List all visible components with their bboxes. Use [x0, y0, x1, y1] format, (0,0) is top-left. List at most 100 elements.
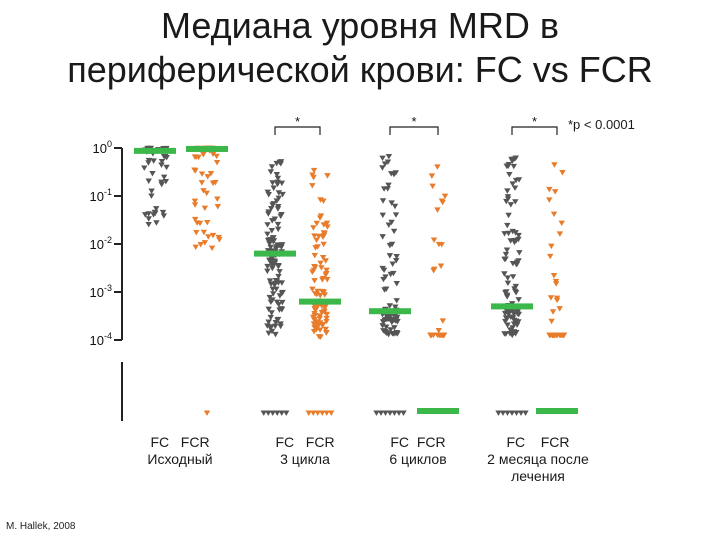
data-point-fc [275, 263, 282, 270]
data-point-fc [379, 165, 386, 171]
data-point-fc [274, 316, 282, 323]
data-point-fcr [316, 313, 323, 319]
data-point-fcr [430, 237, 438, 243]
data-point-fc [515, 319, 522, 325]
data-point-fc [267, 324, 275, 331]
data-point-fc [150, 158, 157, 164]
data-point-fc [267, 244, 274, 251]
y-tick-label: 10-4 [90, 331, 112, 348]
data-point-fcr [310, 329, 318, 335]
data-point-fcr [311, 252, 318, 259]
data-point-fcr [204, 174, 211, 180]
data-point-fcr [191, 198, 199, 205]
undetectable-point-fc [377, 410, 385, 416]
data-point-fc [145, 160, 152, 166]
group-label-2-months: FC FCR 2 месяца после лечения [468, 434, 608, 485]
undetectable-point-fc [395, 410, 403, 416]
data-point-fc [264, 231, 271, 238]
data-point-fc [384, 186, 391, 192]
data-point-fcr [319, 255, 327, 261]
data-point-fcr [548, 243, 555, 250]
data-point-fc [142, 212, 149, 218]
data-point-fc [274, 221, 282, 228]
group-label-baseline: FC FCR Исходный [110, 434, 250, 468]
data-point-fc [384, 159, 392, 165]
arm-labels: FC FCR [235, 434, 375, 451]
data-point-fcr [323, 311, 331, 318]
data-point-fcr [311, 233, 318, 239]
data-point-fcr [317, 293, 324, 299]
data-point-fcr [311, 264, 318, 270]
data-point-fcr [324, 224, 331, 230]
data-point-fc [149, 171, 156, 177]
data-point-fc [511, 185, 519, 191]
median-bar-fcr [536, 408, 578, 414]
undetectable-point-fcr [203, 410, 211, 416]
data-point-fcr [430, 332, 437, 339]
data-point-fc [265, 238, 273, 245]
data-point-fcr [559, 170, 566, 176]
data-point-fc [152, 206, 160, 212]
data-point-fc [271, 258, 279, 265]
group-label-6-cycles: FC FCR 6 циклов [348, 434, 488, 468]
data-point-fcr [552, 332, 560, 339]
data-point-fc [392, 212, 400, 218]
data-point-fcr [214, 196, 221, 202]
data-point-fcr [552, 281, 560, 287]
undetectable-point-fc [504, 410, 511, 416]
data-point-fc [390, 317, 398, 324]
data-point-fcr [208, 245, 216, 252]
data-point-fcr [209, 151, 217, 158]
data-point-fc [276, 293, 284, 299]
data-point-fc [273, 172, 281, 178]
footnote: M. Hallek, 2008 [6, 521, 76, 532]
data-point-fc [273, 198, 280, 204]
data-point-fc [515, 236, 522, 243]
data-point-fc [515, 232, 522, 239]
undetectable-point-fcr [305, 410, 312, 416]
data-point-fc [383, 324, 390, 330]
data-point-fc [270, 235, 277, 241]
data-point-fcr [201, 205, 209, 212]
data-point-fc [385, 222, 393, 228]
data-point-fcr [320, 308, 328, 315]
undetectable-point-fcr [319, 410, 326, 416]
data-point-fc [158, 162, 165, 168]
data-point-fc [271, 216, 279, 222]
data-point-fcr [320, 276, 327, 282]
data-point-fc [503, 294, 511, 300]
data-point-fcr [556, 231, 564, 237]
data-point-fcr [434, 164, 441, 170]
data-point-fc [276, 269, 283, 275]
data-point-fcr [310, 321, 318, 327]
undetectable-point-fc [495, 410, 502, 416]
undetectable-point-fc [517, 410, 525, 416]
data-point-fcr [198, 171, 206, 177]
data-point-fcr [317, 260, 324, 267]
data-point-fc [277, 323, 284, 330]
data-point-fc [266, 241, 273, 247]
data-point-fcr [552, 189, 559, 195]
data-point-fc [265, 330, 272, 337]
arm-labels: FC FCR [468, 434, 608, 451]
data-point-fc [504, 322, 511, 328]
data-point-fc [279, 299, 286, 306]
significance-bracket [389, 126, 439, 135]
data-point-fcr [434, 207, 441, 213]
arm-labels: FC FCR [348, 434, 488, 451]
data-point-fcr [198, 180, 206, 186]
undetectable-point-fc [274, 410, 281, 416]
data-point-fcr [438, 198, 446, 204]
data-point-fc [515, 297, 522, 303]
undetectable-point-fc [400, 410, 407, 416]
data-point-fc [274, 226, 282, 233]
arm-label-fc: FC [506, 434, 526, 450]
data-point-fcr [316, 215, 324, 221]
data-point-fcr [309, 286, 316, 293]
data-point-fc [507, 314, 514, 320]
group-label-3-cycles: FC FCR 3 цикла [235, 434, 375, 468]
data-point-fc [512, 230, 519, 236]
data-point-fc [264, 323, 271, 329]
data-point-fcr [192, 216, 199, 223]
